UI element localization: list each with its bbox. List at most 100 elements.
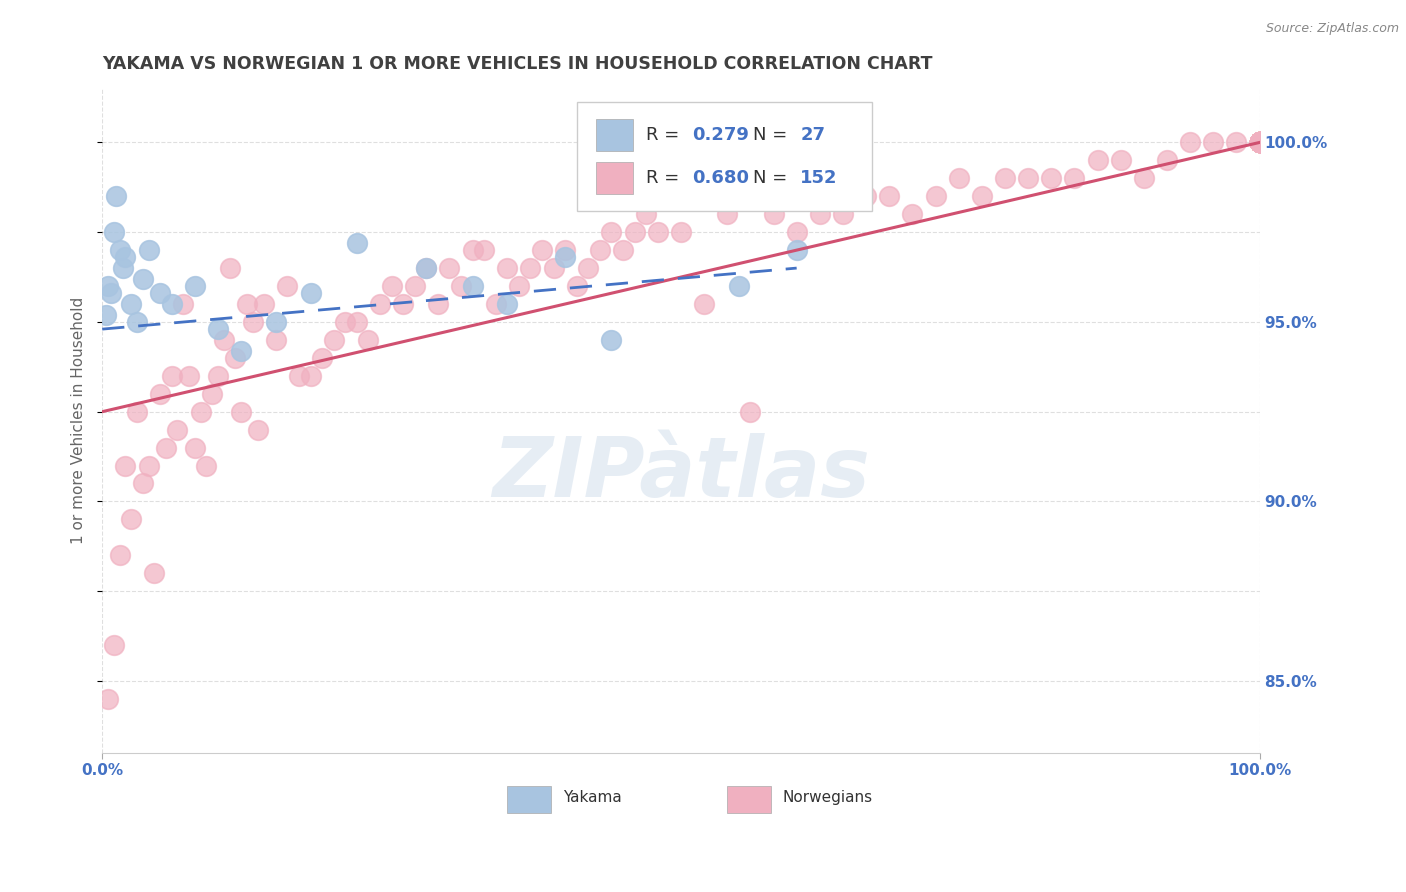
Point — [1178, 136, 1201, 150]
Point — [112, 261, 135, 276]
Point — [172, 297, 194, 311]
Point — [1249, 136, 1271, 150]
Point — [426, 297, 449, 311]
Point — [264, 315, 287, 329]
Point — [1249, 136, 1271, 150]
Text: 27: 27 — [800, 126, 825, 145]
Point — [461, 243, 484, 257]
Point — [1249, 136, 1271, 150]
Point — [1249, 136, 1271, 150]
Point — [207, 368, 229, 383]
Point — [855, 189, 877, 203]
Point — [1249, 136, 1271, 150]
Text: 0.680: 0.680 — [693, 169, 749, 187]
Point — [1249, 136, 1271, 150]
Point — [1249, 136, 1271, 150]
Point — [1249, 136, 1271, 150]
Point — [97, 279, 120, 293]
Point — [149, 386, 172, 401]
Point — [380, 279, 402, 293]
Point — [160, 368, 183, 383]
Text: Source: ZipAtlas.com: Source: ZipAtlas.com — [1265, 22, 1399, 36]
Point — [1249, 136, 1271, 150]
Point — [901, 207, 924, 221]
Point — [508, 279, 530, 293]
Point — [1249, 136, 1271, 150]
Point — [1156, 153, 1178, 168]
Point — [1249, 136, 1271, 150]
Point — [1249, 136, 1271, 150]
Point — [299, 368, 322, 383]
Point — [236, 297, 259, 311]
Point — [247, 423, 270, 437]
Point — [1249, 136, 1271, 150]
Point — [288, 368, 311, 383]
Point — [322, 333, 344, 347]
Point — [253, 297, 276, 311]
Point — [1249, 136, 1271, 150]
Point — [1249, 136, 1271, 150]
FancyBboxPatch shape — [576, 102, 872, 211]
Point — [1249, 136, 1271, 150]
Point — [519, 261, 541, 276]
Point — [1249, 136, 1271, 150]
Point — [229, 343, 252, 358]
Point — [1109, 153, 1132, 168]
Text: R =: R = — [647, 169, 685, 187]
Point — [1249, 136, 1271, 150]
Point — [1249, 136, 1271, 150]
Point — [415, 261, 437, 276]
Point — [1063, 171, 1085, 186]
Bar — [508, 786, 551, 813]
Point — [1249, 136, 1271, 150]
Point — [1249, 136, 1271, 150]
Point — [108, 243, 131, 257]
Point — [600, 333, 623, 347]
Point — [554, 243, 576, 257]
Point — [1249, 136, 1271, 150]
Point — [1040, 171, 1063, 186]
Point — [924, 189, 946, 203]
Point — [786, 243, 808, 257]
Point — [543, 261, 565, 276]
Point — [1249, 136, 1271, 150]
Point — [647, 225, 669, 239]
Point — [1249, 136, 1271, 150]
Point — [693, 297, 716, 311]
Point — [1249, 136, 1271, 150]
Point — [1249, 136, 1271, 150]
Point — [461, 279, 484, 293]
Point — [1249, 136, 1271, 150]
Point — [184, 279, 207, 293]
Point — [368, 297, 391, 311]
Point — [970, 189, 993, 203]
Point — [1249, 136, 1271, 150]
Point — [669, 225, 692, 239]
Point — [1249, 136, 1271, 150]
Point — [1249, 136, 1271, 150]
Point — [496, 261, 519, 276]
Point — [311, 351, 333, 365]
Point — [143, 566, 166, 581]
Point — [1249, 136, 1271, 150]
Y-axis label: 1 or more Vehicles in Household: 1 or more Vehicles in Household — [72, 297, 86, 544]
Bar — [596, 120, 634, 151]
Point — [166, 423, 188, 437]
Point — [472, 243, 495, 257]
Point — [404, 279, 426, 293]
Point — [207, 322, 229, 336]
Point — [108, 549, 131, 563]
Point — [1249, 136, 1271, 150]
Point — [132, 272, 155, 286]
Point — [589, 243, 612, 257]
Point — [612, 243, 634, 257]
Point — [1087, 153, 1109, 168]
Point — [1249, 136, 1271, 150]
Point — [636, 207, 658, 221]
Point — [177, 368, 200, 383]
Bar — [727, 786, 772, 813]
Point — [1249, 136, 1271, 150]
Point — [623, 225, 645, 239]
Bar — [596, 162, 634, 194]
Point — [100, 286, 122, 301]
